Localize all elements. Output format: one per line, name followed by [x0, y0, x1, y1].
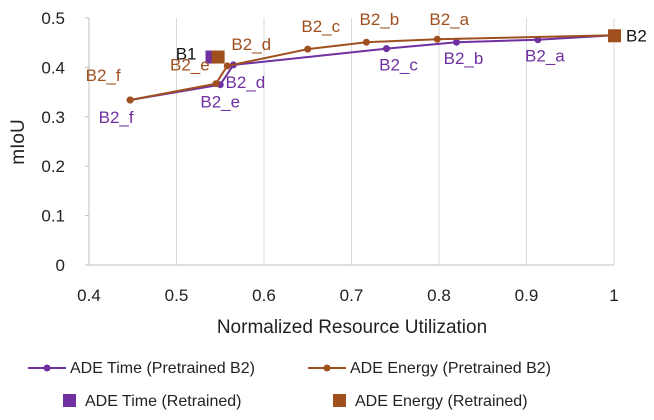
legend-label: ADE Time (Retrained) — [85, 393, 242, 410]
data-point — [362, 38, 370, 46]
y-tick-label: 0.5 — [41, 9, 65, 28]
y-tick-label: 0.1 — [41, 207, 65, 226]
y-axis-title: mIoU — [8, 119, 29, 164]
point-label: B2_d — [226, 73, 266, 92]
b2-square-marker — [608, 29, 621, 43]
point-label: B2_d — [231, 35, 271, 54]
point-label: B2_b — [444, 49, 484, 68]
point-label: B2_e — [200, 93, 240, 112]
legend-square-marker — [63, 394, 76, 407]
point-label: B2_f — [99, 108, 134, 127]
point-label: B2_c — [301, 17, 340, 36]
y-tick-label: 0.3 — [41, 108, 65, 127]
legend: ADE Time (Pretrained B2) ADE Energy (Pret… — [28, 360, 551, 410]
retrained-square-marker — [211, 50, 225, 64]
annotation-b1: B1 — [176, 45, 197, 64]
x-tick-label: 0.8 — [427, 286, 451, 305]
data-point — [304, 45, 312, 53]
x-tick-label: 0.9 — [515, 286, 539, 305]
series-layer — [126, 29, 621, 104]
data-point — [453, 38, 460, 46]
point-label: B2_a — [429, 10, 469, 29]
point-label: B2_a — [525, 47, 565, 66]
point-label: B2_b — [360, 10, 400, 29]
point-label: B2_f — [86, 66, 121, 85]
legend-label: ADE Energy (Pretrained B2) — [350, 360, 551, 377]
legend-square-marker — [333, 394, 346, 407]
y-tick-label: 0.2 — [41, 157, 65, 176]
data-point — [433, 35, 441, 43]
data-point — [126, 96, 134, 104]
annotation-b2: B2 — [626, 26, 647, 45]
data-point — [383, 45, 390, 53]
legend-dot-marker — [323, 364, 331, 372]
x-axis-title: Normalized Resource Utilization — [217, 317, 487, 338]
legend-label: ADE Time (Pretrained B2) — [70, 360, 255, 377]
x-tick-label: 0.4 — [77, 286, 101, 305]
label-layer: B2_fB2_eB2_dB2_c B2_b B2_aB2_fB2_eB2_dB2_c… — [86, 10, 647, 127]
data-point — [212, 80, 220, 88]
data-point — [223, 62, 231, 70]
x-tick-label: 1 — [609, 286, 618, 305]
point-label: B2_c — [379, 56, 418, 75]
point-label: B2_e — [170, 56, 210, 75]
x-tick-label: 0.6 — [252, 286, 276, 305]
legend-label: ADE Energy (Retrained) — [355, 393, 528, 410]
y-tick-label: 0 — [56, 256, 65, 275]
x-tick-label: 0.7 — [340, 286, 364, 305]
x-tick-label: 0.5 — [165, 286, 189, 305]
y-tick-label: 0.4 — [41, 58, 65, 77]
axis-layer: 0.4 0.5 0.6 0.7 0.8 0.9 1 0 0.1 0.2 0.3 0.4 0.5 — [41, 9, 618, 305]
legend-dot-marker — [43, 364, 51, 372]
